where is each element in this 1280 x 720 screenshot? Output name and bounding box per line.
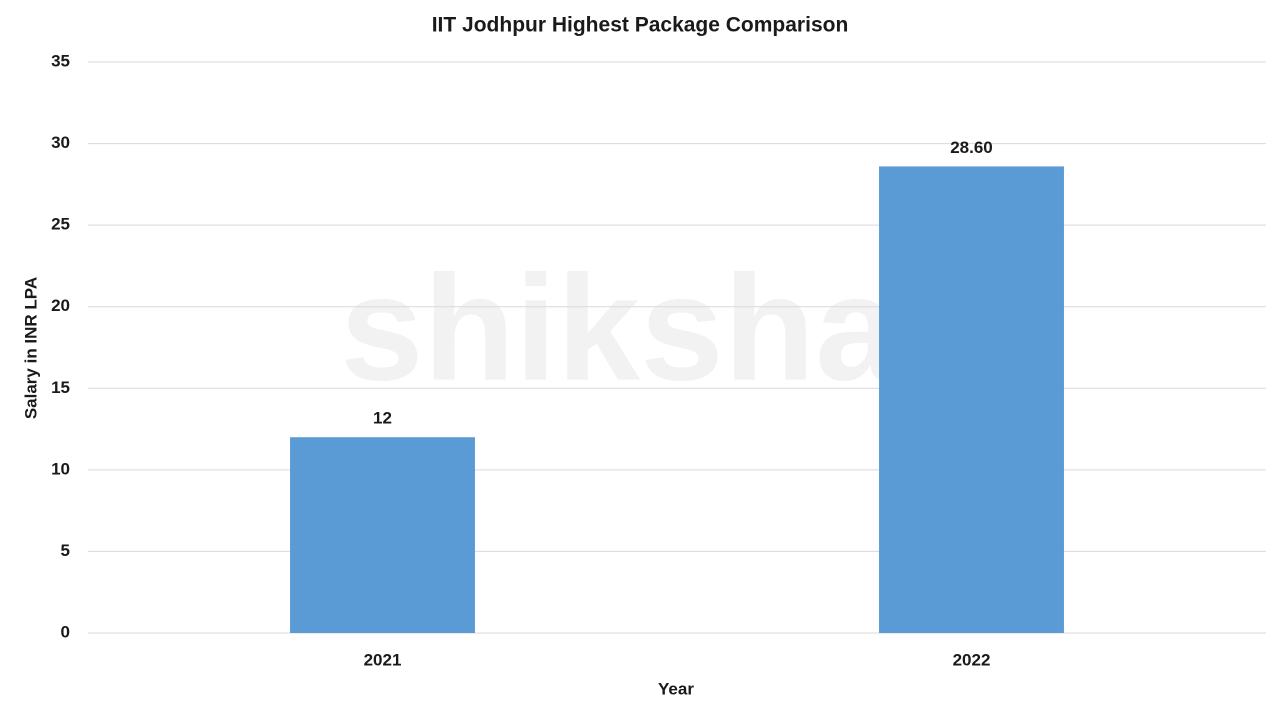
data-label: 28.60 (950, 138, 993, 157)
x-axis-label: Year (658, 679, 694, 698)
bar (290, 437, 475, 633)
y-tick-label: 35 (51, 51, 70, 70)
data-label: 12 (373, 409, 392, 428)
y-tick-label: 0 (61, 622, 70, 641)
y-tick-label: 30 (51, 133, 70, 152)
y-axis-label: Salary in INR LPA (21, 277, 40, 419)
y-tick-label: 15 (51, 378, 70, 397)
chart-title: IIT Jodhpur Highest Package Comparison (432, 14, 849, 37)
y-tick-label: 5 (61, 541, 70, 560)
y-tick-label: 20 (51, 296, 70, 315)
y-tick-label: 10 (51, 459, 70, 478)
x-tick-label: 2022 (953, 650, 991, 669)
x-tick-label: 2021 (364, 650, 402, 669)
y-tick-label: 25 (51, 215, 70, 234)
bar (879, 166, 1064, 633)
watermark: shiksha (340, 244, 900, 412)
